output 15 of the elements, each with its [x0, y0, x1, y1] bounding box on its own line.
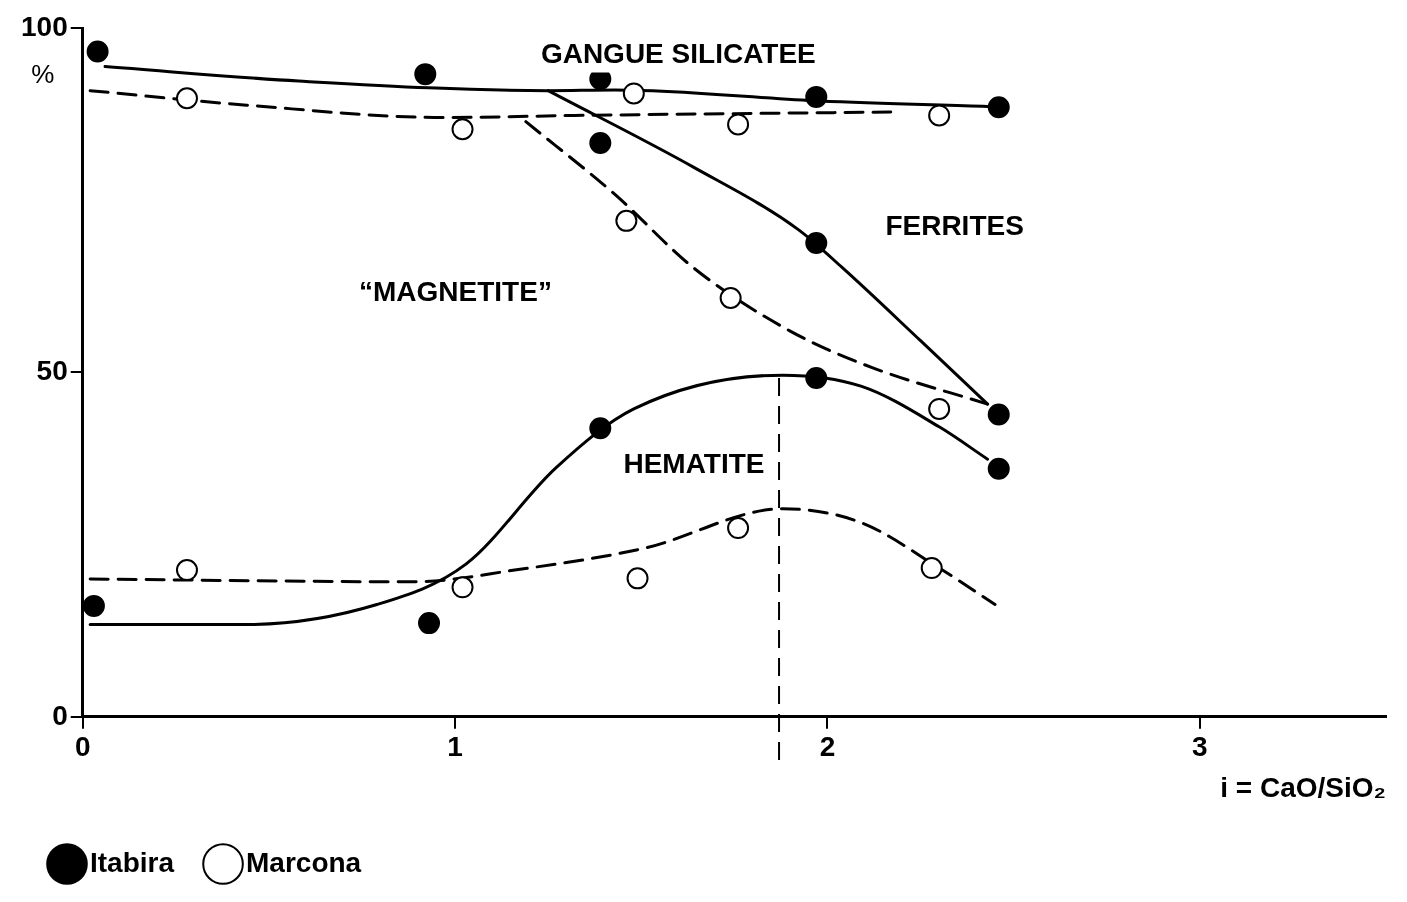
- x-axis-title: i = CaO/SiO₂: [1220, 771, 1386, 803]
- legend-label: Itabira: [90, 846, 175, 878]
- annotation: “MAGNETITE”: [359, 275, 552, 307]
- y-axis-title: %: [31, 59, 55, 90]
- y-tick-label: 0: [52, 699, 68, 731]
- x-tick-label: 2: [819, 731, 836, 763]
- annotation: HEMATITE: [623, 448, 765, 480]
- legend-label: Marcona: [246, 846, 362, 878]
- annotation: GANGUE SILICATEE: [540, 38, 816, 70]
- x-tick-label: 0: [74, 731, 91, 763]
- y-tick-label: 50: [36, 355, 68, 387]
- y-tick-label: 100: [21, 10, 68, 42]
- x-tick-label: 1: [447, 731, 463, 763]
- x-tick-label: 3: [1192, 731, 1208, 763]
- annotation: FERRITES: [885, 210, 1024, 242]
